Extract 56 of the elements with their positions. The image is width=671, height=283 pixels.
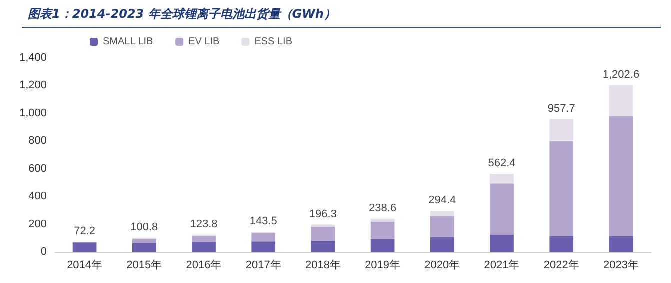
bar [132,242,156,252]
y-tick-label: 0 [40,246,47,258]
chart-title: 图表1：2014-2023 年全球锂离子电池出货量（GWh） [28,6,336,23]
legend-label: EV LIB [188,36,220,48]
bar [609,236,634,252]
bar [550,119,574,142]
total-label: 562.4 [488,158,516,170]
legend-label: SMALL LIB [103,36,154,48]
bar [370,218,395,222]
bar [490,184,514,235]
bar [430,237,454,252]
bar [550,236,574,252]
bar [132,239,156,243]
bar [490,174,514,184]
x-tick-label: 2019年 [365,260,401,272]
bar [252,242,276,252]
total-label: 143.5 [250,216,278,228]
x-tick-label: 2021年 [484,260,520,272]
y-tick-label: 1,200 [19,80,47,92]
total-label: 72.2 [74,225,96,238]
bar [311,226,336,241]
bar [370,222,395,240]
bar [490,234,514,252]
total-label: 294.4 [428,194,456,207]
bar [430,211,454,216]
bar [370,239,395,252]
total-label: 196.3 [309,208,337,220]
y-tick-label: 600 [28,162,47,175]
bar [72,242,97,252]
x-tick-label: 2016年 [186,260,222,272]
bar [192,236,216,242]
x-tick-label: 2020年 [424,260,460,272]
legend-label: ESS LIB [254,36,293,48]
x-tick-label: 2017年 [246,260,282,272]
bar [609,85,634,116]
x-tick-label: 2023年 [603,260,639,272]
total-label: 123.8 [190,218,218,230]
x-tick-label: 2015年 [126,260,162,272]
y-tick-label: 1,400 [19,52,47,64]
bar [550,141,574,236]
y-tick-label: 200 [28,218,47,230]
bar [192,242,216,252]
y-tick-label: 800 [28,135,47,148]
total-label: 957.7 [548,102,576,115]
x-tick-label: 2022年 [544,260,580,272]
bar [430,216,454,238]
x-tick-label: 2018年 [305,260,341,272]
x-tick-label: 2014年 [67,260,103,272]
bar [252,233,276,242]
y-tick-label: 400 [28,190,47,203]
bar [609,116,634,236]
bar [311,240,336,252]
total-label: 1,202.6 [602,68,640,81]
y-tick-label: 1,000 [19,107,47,120]
total-label: 238.6 [369,202,397,214]
total-label: 100.8 [130,222,158,234]
